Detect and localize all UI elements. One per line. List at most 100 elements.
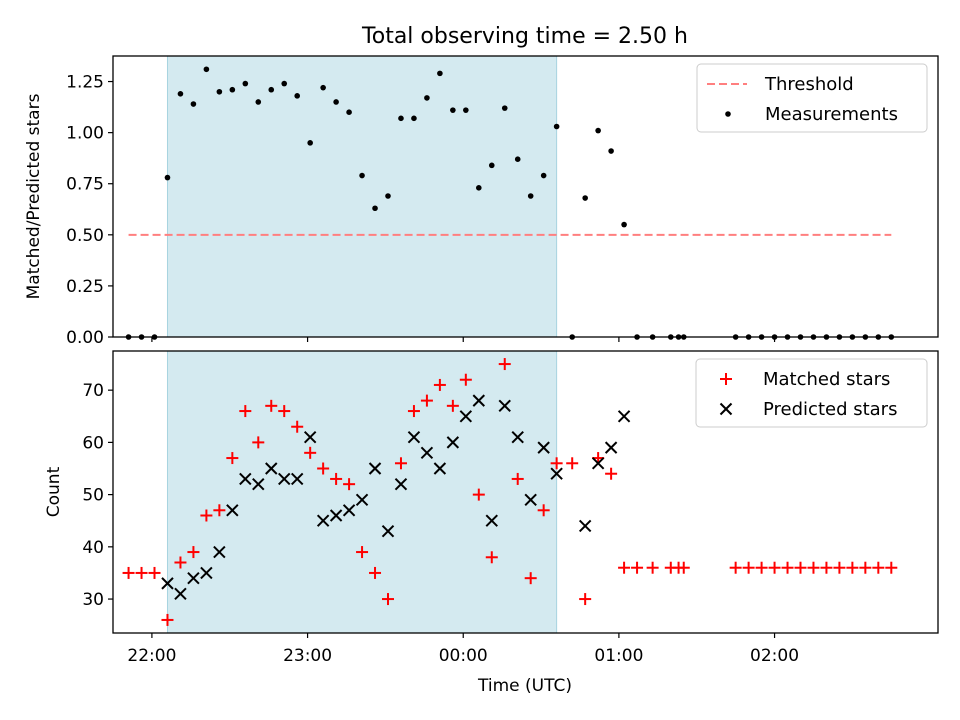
predicted-star-point [290, 472, 304, 486]
matched-star-point [122, 566, 135, 579]
measurement-point [488, 162, 495, 169]
measurement-point [595, 127, 601, 134]
matched-star-point [677, 561, 690, 574]
predicted-star-point [511, 430, 524, 444]
predicted-legend-swatch [719, 402, 733, 416]
measurement-point [177, 91, 184, 97]
bottom-shaded-interval [166, 350, 558, 634]
matched-star-point [550, 457, 563, 470]
predicted-star-point [303, 430, 317, 444]
predicted-star-point [524, 493, 537, 507]
matched-star-point [885, 561, 898, 574]
matched-star-point [278, 405, 291, 418]
bottom-y-tick-label: 70 [82, 381, 104, 401]
matched-star-point [781, 561, 794, 574]
top-legend: Threshold Measurements [696, 63, 928, 133]
predicted-star-point [472, 394, 486, 407]
matched-star-point [872, 561, 885, 574]
matched-star-point [755, 561, 768, 574]
matched-star-point [187, 546, 200, 559]
predicted-star-point [187, 571, 200, 585]
top-y-tick-label: 0.25 [66, 277, 104, 297]
matched-star-point [200, 509, 213, 522]
measurement-point [229, 86, 236, 93]
predicted-star-point [591, 457, 605, 470]
matched-star-point [317, 462, 330, 475]
measurement-point [385, 193, 391, 199]
predicted-star-point [161, 577, 174, 590]
measurement-point [372, 205, 378, 212]
matched-star-point [511, 472, 524, 485]
matched-star-point [356, 546, 369, 559]
bottom-y-tick-label: 50 [82, 486, 104, 506]
matched-star-point [265, 399, 278, 412]
measurement-point [333, 99, 339, 105]
predicted-legend-marker [719, 402, 733, 416]
matched-star-point [343, 478, 356, 491]
matched-star-point [807, 561, 820, 574]
matched-star-point [226, 452, 239, 465]
predicted-star-point [550, 467, 563, 480]
matched-legend-label: Matched stars [763, 369, 890, 390]
bottom-panel: 30 40 50 60 70 22:00 23:00 00:00 01:00 02:00 Cou… [44, 350, 939, 696]
measurement-point [203, 66, 210, 73]
measurement-point [255, 99, 262, 105]
matched-star-point [794, 561, 807, 574]
x-tick-label: 23:00 [283, 646, 332, 666]
matched-star-point [161, 613, 174, 626]
matched-star-point [605, 467, 618, 480]
matched-star-point [524, 572, 537, 585]
matched-star-point [768, 561, 781, 574]
predicted-star-point [265, 462, 278, 475]
matched-star-point [485, 551, 498, 564]
predicted-star-point [578, 519, 592, 533]
top-y-axis-label: Matched/Predicted stars [24, 93, 44, 299]
predicted-star-point [200, 566, 213, 580]
x-tick-label: 00:00 [439, 646, 488, 666]
predicted-star-point [394, 477, 408, 491]
predicted-star-point [329, 509, 343, 522]
matched-star-point [820, 561, 833, 574]
measurement-point [540, 172, 547, 179]
matched-star-point [252, 436, 265, 449]
predicted-star-point [213, 545, 226, 559]
measurement-point [582, 195, 588, 201]
bottom-y-tick-label: 30 [82, 590, 104, 610]
measurement-point [450, 107, 456, 113]
top-plot-frame [112, 55, 939, 338]
measurements-legend-label: Measurements [765, 104, 898, 125]
chart-title: Total observing time = 2.50 h [361, 24, 688, 49]
predicted-star-point [537, 441, 550, 454]
threshold-legend-label: Threshold [764, 74, 854, 95]
x-tick-label: 02:00 [750, 646, 799, 666]
top-y-tick-label: 0.75 [66, 175, 104, 195]
matched-star-point [742, 561, 755, 574]
matched-star-point [291, 420, 304, 433]
measurement-point [281, 80, 288, 87]
predicted-star-point [459, 410, 473, 423]
measurement-point [553, 123, 560, 130]
measurement-point [501, 105, 508, 111]
measurement-point [320, 84, 326, 91]
measurement-point [398, 115, 404, 122]
measurement-point [164, 174, 171, 181]
measurement-point [307, 140, 313, 146]
matched-star-point [846, 561, 859, 574]
bottom-y-axis-label: Count [44, 466, 64, 517]
matched-star-point [446, 399, 459, 412]
predicted-star-point [226, 504, 239, 517]
predicted-star-point [420, 446, 434, 460]
matched-star-point [148, 566, 161, 579]
matched-legend-marker [720, 373, 732, 385]
measurement-point [514, 156, 521, 163]
measurement-point [437, 70, 443, 77]
measurement-point [608, 148, 614, 154]
matched-star-point [213, 504, 226, 517]
predicted-star-point [342, 504, 356, 517]
predicted-star-point [446, 436, 460, 449]
matched-star-point [420, 394, 433, 407]
measurement-point [190, 101, 197, 107]
matched-star-point [631, 561, 644, 574]
predicted-star-point [368, 462, 382, 475]
predicted-star-point [239, 472, 252, 486]
